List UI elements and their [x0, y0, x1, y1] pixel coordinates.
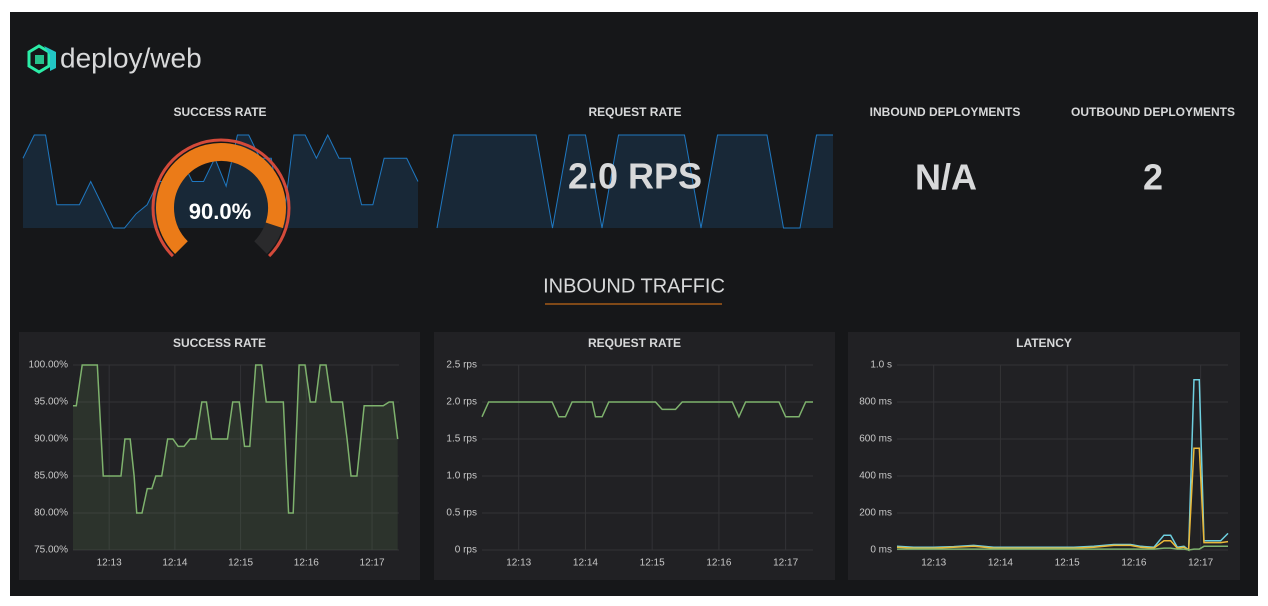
stats-row: 90.0% 2.0 RPS N/A 2	[22, 133, 1163, 258]
panel-title: SUCCESS RATE	[173, 336, 266, 350]
panel	[848, 332, 1240, 580]
y-tick-label: 600 ms	[859, 434, 892, 445]
y-tick-label: 1.5 rps	[446, 434, 477, 445]
stat-value: 2	[1143, 157, 1163, 198]
line	[897, 545, 1228, 551]
panel	[434, 332, 835, 580]
sparkline	[22, 133, 419, 229]
x-tick-label: 12:17	[1188, 558, 1213, 569]
panel-title: LATENCY	[1016, 336, 1072, 350]
line	[896, 379, 1229, 552]
x-tick-label: 12:15	[1055, 558, 1080, 569]
line	[73, 364, 399, 514]
y-tick-label: 2.0 rps	[446, 397, 477, 408]
x-tick-label: 12:16	[1121, 558, 1146, 569]
stat-title: OUTBOUND DEPLOYMENTS	[1071, 105, 1235, 119]
x-tick-label: 12:13	[921, 558, 946, 569]
y-tick-label: 800 ms	[859, 397, 892, 408]
x-tick-label: 12:14	[988, 558, 1013, 569]
y-tick-label: 1.0 rps	[446, 471, 477, 482]
sparkline-area	[23, 135, 418, 228]
y-tick-label: 95.00%	[34, 397, 68, 408]
gauge-threshold	[151, 138, 291, 258]
x-tick-label: 12:14	[162, 558, 187, 569]
panel	[19, 332, 420, 580]
y-tick-label: 0.5 rps	[446, 508, 477, 519]
x-tick-label: 12:15	[228, 558, 253, 569]
x-tick-label: 12:16	[294, 558, 319, 569]
line-area	[73, 365, 398, 550]
x-tick-label: 12:16	[706, 558, 731, 569]
y-tick-label: 1.0 s	[870, 360, 892, 371]
x-tick-label: 12:17	[360, 558, 385, 569]
stat-title: SUCCESS RATE	[173, 105, 266, 119]
sparkline	[436, 134, 833, 229]
y-tick-label: 0 ms	[870, 545, 892, 556]
stat-value: 2.0 RPS	[568, 156, 702, 197]
y-tick-label: 80.00%	[34, 508, 68, 519]
y-tick-label: 100.00%	[29, 360, 69, 371]
charts-row: SUCCESS RATE 75.00% 80.00% 85.00% 90.00% 95.0…	[19, 332, 1240, 580]
stat-value: N/A	[915, 157, 977, 198]
section-title: INBOUND TRAFFIC	[543, 275, 725, 297]
y-tick-label: 2.5 rps	[446, 360, 477, 371]
stat-title: INBOUND DEPLOYMENTS	[870, 105, 1021, 119]
x-tick-label: 12:15	[640, 558, 665, 569]
line	[481, 401, 813, 419]
gauge-value	[156, 143, 286, 254]
dashboard-title: deploy/web	[60, 42, 202, 73]
stat-title: REQUEST RATE	[588, 105, 681, 119]
sparkline-area	[437, 135, 833, 228]
panel-title: REQUEST RATE	[588, 336, 681, 350]
stat-value: 90.0%	[189, 199, 251, 224]
y-tick-label: 0 rps	[455, 545, 477, 556]
y-tick-label: 75.00%	[34, 545, 68, 556]
y-tick-label: 90.00%	[34, 434, 68, 445]
x-tick-label: 12:13	[506, 558, 531, 569]
x-tick-label: 12:14	[573, 558, 598, 569]
x-tick-label: 12:17	[773, 558, 798, 569]
y-tick-label: 400 ms	[859, 471, 892, 482]
x-tick-label: 12:13	[97, 558, 122, 569]
y-tick-label: 85.00%	[34, 471, 68, 482]
logo	[27, 44, 56, 74]
line	[896, 447, 1229, 552]
y-tick-label: 200 ms	[859, 508, 892, 519]
